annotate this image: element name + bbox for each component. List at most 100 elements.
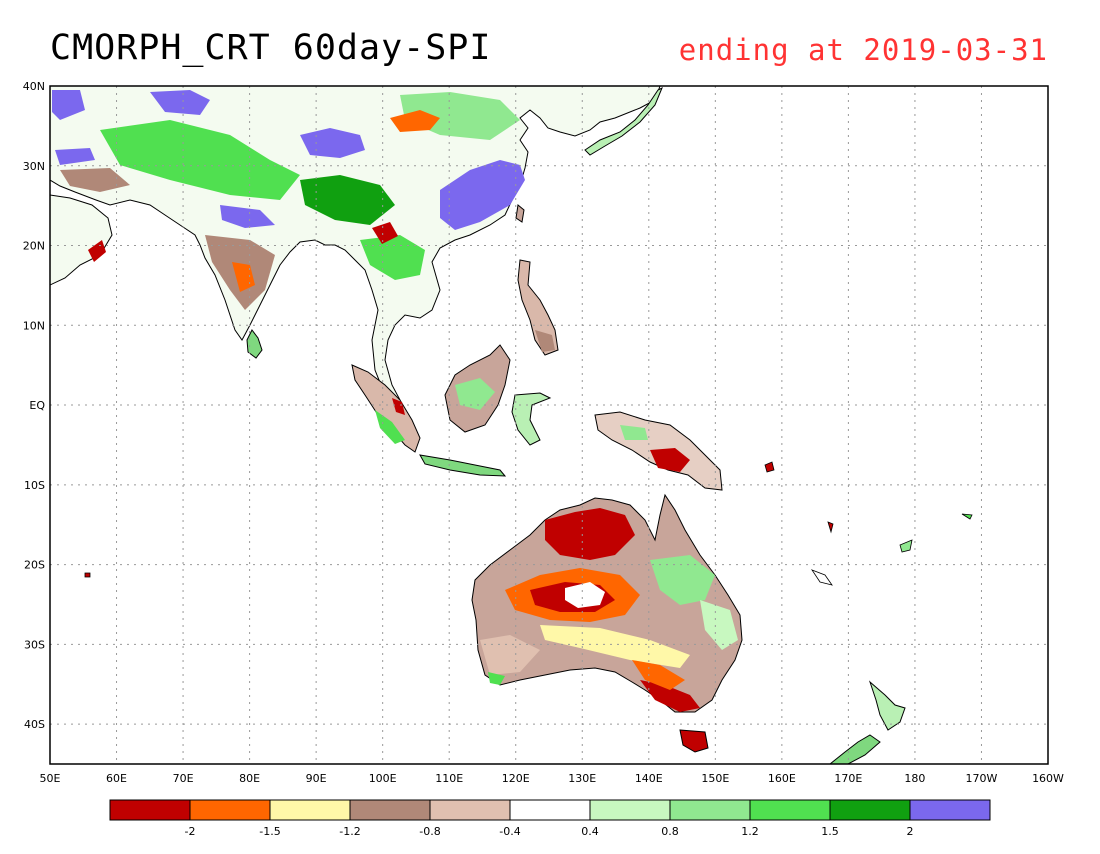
lat-tick-label: 30S (24, 638, 45, 651)
spi-dry-china-red (372, 222, 398, 244)
legend-swatch (909, 799, 991, 821)
pacific-island-5 (827, 521, 834, 534)
pacific-island-3 (899, 539, 913, 553)
lon-tick-label: 90E (306, 772, 327, 785)
sulawesi-island (511, 392, 552, 446)
lat-tick-label: 30N (23, 160, 45, 173)
legend-label: 1.2 (741, 825, 759, 838)
java-island (419, 454, 507, 477)
lon-tick-label: 160W (1032, 772, 1064, 785)
spi-dry-nchina (390, 110, 440, 132)
spi-aus-yellow (540, 625, 690, 668)
spi-aus-white-center (565, 582, 605, 608)
color-legend (109, 799, 991, 821)
lon-tick-label: 180 (904, 772, 925, 785)
spi-sumatra-green (375, 410, 405, 444)
legend-label: -1.2 (339, 825, 360, 838)
lat-tick-label: 20S (24, 559, 45, 572)
land-layer (50, 86, 973, 764)
lon-tick-label: 100E (369, 772, 397, 785)
spi-aus-green-sw (488, 672, 505, 685)
newzealand-south (829, 734, 881, 764)
newzealand-north (868, 680, 906, 731)
legend-swatch (509, 799, 591, 821)
lon-tick-label: 50E (40, 772, 61, 785)
spi-green-asia-1 (100, 120, 300, 200)
latitude-labels: 40N 30N 20N 10N EQ 10S 20S 30S 40S (23, 80, 46, 731)
spi-wet-kaz (55, 148, 95, 165)
lat-tick-label: 20N (23, 240, 45, 253)
tasmania-island (679, 729, 709, 753)
spi-borneo-green (455, 378, 495, 410)
lon-tick-label: 130E (568, 772, 596, 785)
sumatra-island (351, 364, 421, 453)
legend-swatch (189, 799, 271, 821)
legend-swatch (109, 799, 191, 821)
spi-wet-china (440, 160, 525, 230)
spi-aus-red-south (640, 680, 700, 712)
grid-lines (50, 86, 1048, 764)
legend-swatch (589, 799, 671, 821)
lat-tick-label: 10N (23, 319, 45, 332)
spi-aus-green-east (650, 555, 715, 605)
lon-tick-label: 140E (635, 772, 663, 785)
spi-wet-west (52, 90, 85, 120)
pacific-island-2 (810, 569, 833, 586)
japan-islands (584, 86, 663, 156)
spi-aus-orange-south (632, 660, 685, 690)
legend-swatch (429, 799, 511, 821)
map-title: CMORPH_CRT 60day-SPI (50, 28, 492, 68)
spi-aus-green-ne (700, 600, 738, 650)
lat-tick-label: EQ (29, 399, 45, 412)
spi-aus-red-north (545, 508, 635, 560)
lon-tick-label: 170E (834, 772, 862, 785)
lon-tick-label: 120E (502, 772, 530, 785)
lon-tick-label: 160E (768, 772, 796, 785)
legend-swatch (349, 799, 431, 821)
lat-tick-label: 10S (24, 479, 45, 492)
arabia-landmass (50, 194, 113, 286)
spi-wet-mongolia (150, 90, 210, 115)
spi-png-red (650, 448, 690, 472)
legend-label: -1.5 (259, 825, 280, 838)
color-legend-labels: -2 -1.5 -1.2 -0.8 -0.4 0.4 0.8 1.2 1.5 2 (185, 825, 914, 838)
taiwan-island (515, 204, 525, 223)
lon-tick-label: 80E (239, 772, 260, 785)
pacific-island-4 (961, 513, 973, 520)
srilanka-island (246, 329, 263, 359)
lon-tick-label: 70E (173, 772, 194, 785)
legend-label: 0.4 (581, 825, 599, 838)
spi-dry-brown-1 (60, 168, 130, 192)
lat-tick-label: 40N (23, 80, 45, 93)
indian-ocean-island (84, 572, 91, 578)
legend-swatch (669, 799, 751, 821)
lon-tick-label: 110E (435, 772, 463, 785)
lon-tick-label: 150E (701, 772, 729, 785)
legend-label: -0.4 (499, 825, 520, 838)
pacific-island-1 (764, 461, 775, 473)
map-frame (49, 85, 1049, 765)
lon-tick-label: 60E (106, 772, 127, 785)
legend-swatch (269, 799, 351, 821)
legend-label: -2 (185, 825, 196, 838)
legend-swatch (829, 799, 911, 821)
philippines-islands (517, 259, 559, 356)
lat-tick-label: 40S (24, 718, 45, 731)
legend-label: -0.8 (419, 825, 440, 838)
legend-label: 2 (907, 825, 914, 838)
lon-tick-label: 170W (966, 772, 998, 785)
legend-swatch (749, 799, 831, 821)
spi-png-green (620, 425, 648, 440)
spi-aus-light-sw (480, 635, 540, 675)
spi-dry-arabia (88, 240, 106, 262)
spi-wet-band (220, 205, 275, 228)
map-subtitle: ending at 2019-03-31 (678, 33, 1048, 67)
legend-label: 0.8 (661, 825, 679, 838)
longitude-labels: 50E 60E 70E 80E 90E 100E 110E 120E 130E 140E 150E 1… (40, 772, 1065, 785)
legend-label: 1.5 (821, 825, 839, 838)
spi-philippines-brown (535, 330, 555, 352)
spi-sumatra-red (392, 398, 405, 415)
spi-green-asia-2 (300, 175, 395, 225)
